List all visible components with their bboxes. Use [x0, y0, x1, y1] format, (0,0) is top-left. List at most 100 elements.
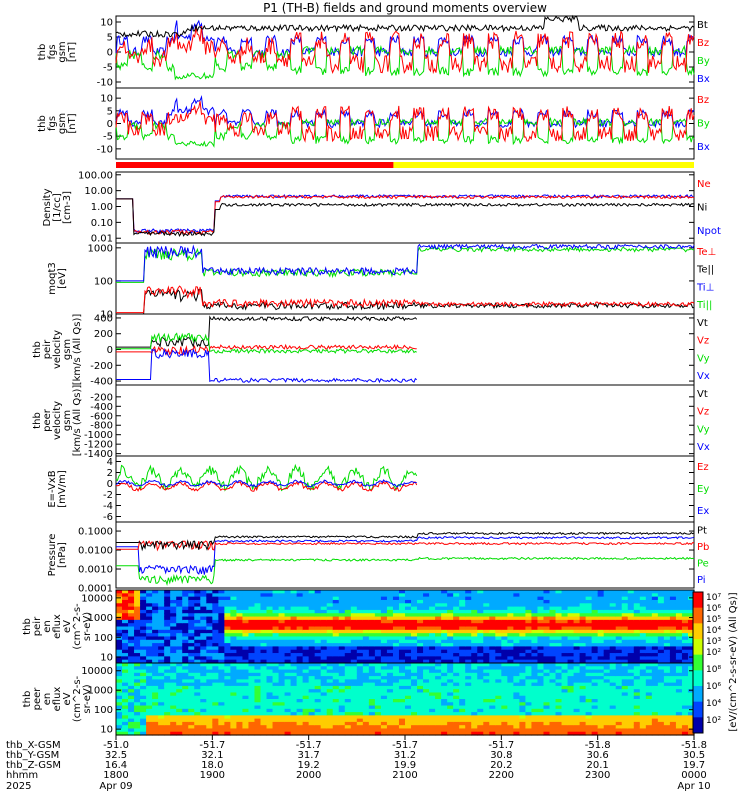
ylabel-line: gsm: [57, 113, 68, 134]
colorbar-tick: 10⁶: [706, 604, 721, 614]
series-By: [115, 44, 695, 81]
legend-Ni: Ni: [697, 203, 707, 214]
xtick-label: 32.5: [105, 750, 127, 761]
ytick-label: -600: [90, 411, 113, 422]
ytick-label: 10: [100, 725, 113, 736]
legend-Vt: Vt: [697, 389, 708, 400]
legend-Ne: Ne: [697, 179, 711, 190]
ylabel-line: Pressure: [47, 534, 58, 577]
ylabel-density: Density [1/cc] [cm-3]: [42, 188, 73, 226]
xtick-label: Apr 10: [677, 781, 710, 792]
legend-Bx: Bx: [697, 142, 710, 153]
ylabel-line: thb: [37, 115, 48, 132]
series-Pi: [116, 535, 695, 575]
legend-Pt: Pt: [697, 525, 707, 536]
ytick-label: 1000: [88, 243, 113, 254]
ytick-label: -5: [103, 63, 113, 74]
ytick-label: 10: [100, 18, 113, 29]
legend-Ey: Ey: [697, 484, 709, 495]
legend-Vt: Vt: [697, 318, 708, 329]
ytick-label: -800: [90, 421, 113, 432]
xtick-label: 2300: [585, 770, 610, 781]
ylabel-pressure: Pressure [nPa]: [47, 534, 68, 577]
ytick-label: 100: [94, 633, 113, 644]
ytick-label: 10: [100, 94, 113, 105]
ylabel-line: thb: [32, 341, 43, 358]
ytick-label: 0: [107, 119, 113, 130]
legend-Vy: Vy: [697, 424, 710, 435]
legend-Bt: Bt: [697, 20, 708, 31]
ylabel-line: thb: [32, 412, 43, 429]
ylabel-line: [km/s (All Qs)]: [72, 385, 83, 457]
ytick-label: 0.0010: [78, 565, 113, 576]
xtick-label: 18.0: [201, 760, 223, 771]
ytick-label: 1000: [88, 686, 113, 697]
legend-Vz: Vz: [697, 407, 709, 418]
ylabel-line: [cm-3]: [62, 191, 73, 224]
colorbar-tick: 10²: [706, 648, 721, 658]
legend-Ez: Ez: [697, 462, 709, 473]
ylabel-peer_vel: thb peer velocity gsm [km/s (All Qs)]: [32, 385, 83, 457]
ytick-label: 10000: [81, 593, 113, 604]
ylabel-line: en: [42, 620, 53, 633]
legend-Bz: Bz: [697, 38, 709, 49]
ytick-label: -200: [90, 361, 113, 372]
colorbar-tick: 10⁴: [706, 699, 721, 709]
ylabel-line: peer: [42, 408, 53, 432]
ylabel-line: [nPa]: [57, 542, 68, 568]
xtick-label: 19.7: [683, 760, 705, 771]
xtick-label: 16.4: [105, 760, 127, 771]
legend-Vx: Vx: [697, 442, 710, 453]
ylabel-line: sr-eV): [82, 612, 93, 641]
ytick-label: 0: [107, 48, 113, 59]
colorbar-tick: 10³: [706, 637, 721, 647]
ylabel-line: eflux: [52, 614, 63, 639]
ylabel-line: thb: [22, 691, 33, 708]
ytick-label: 0.0100: [78, 546, 113, 557]
ytick-label: 5: [107, 106, 113, 117]
ylabel-line: [nT]: [67, 113, 78, 133]
ytick-label: -1400: [84, 449, 113, 460]
legend-Vy: Vy: [697, 353, 710, 364]
ytick-label: 4: [107, 457, 113, 468]
ylabel-line: peir: [32, 616, 43, 636]
legend-By: By: [697, 56, 710, 67]
series-Vx: [116, 347, 417, 384]
colorbar-label: [eV/(cm^2-s-sr-eV) (All Qs)]: [728, 592, 739, 731]
ytick-label: 10: [100, 653, 113, 664]
ytick-label: 10: [100, 310, 113, 321]
ylabel-line: eV: [62, 620, 73, 633]
ylabel-line: [km/s (All Qs)]: [72, 314, 83, 386]
ylabel-temp: moqt3 [eV]: [47, 262, 68, 295]
ytick-label: -10: [97, 144, 113, 155]
ytick-label: -10: [97, 78, 113, 89]
series-Ez: [115, 480, 418, 492]
mode-segment: [116, 162, 394, 168]
panel-frame-peir_vel: [115, 313, 695, 386]
series-Vt: [116, 315, 418, 348]
x-row-label: thb_Y-GSM: [6, 750, 59, 761]
xtick-label: 30.5: [683, 750, 705, 761]
ylabel-line: gsm: [62, 339, 73, 360]
ylabel-line: peir: [42, 339, 53, 359]
x-row-label: 2025: [6, 781, 31, 792]
series-Ne: [116, 194, 695, 236]
ylabel-line: eV: [62, 692, 73, 705]
x-row-label: thb_X-GSM: [6, 740, 61, 751]
ylabel-line: [eV]: [57, 268, 68, 289]
ylabel-line: thb: [37, 44, 48, 61]
xtick-label: -51.0: [103, 740, 129, 751]
series-Npot: [116, 194, 695, 235]
colorbar-tick: 10⁷: [706, 593, 721, 603]
ytick-label: -6: [103, 512, 113, 523]
xtick-label: 0000: [681, 770, 706, 781]
legend-Vz: Vz: [697, 336, 709, 347]
ytick-label: 0.0001: [78, 584, 113, 595]
xtick-label: -51.7: [488, 740, 514, 751]
xtick-label: -51.7: [199, 740, 225, 751]
legend-Te||: Te||: [696, 265, 714, 276]
ylabel-line: peer: [32, 687, 43, 711]
spectrogram-peer_en: [116, 663, 695, 736]
